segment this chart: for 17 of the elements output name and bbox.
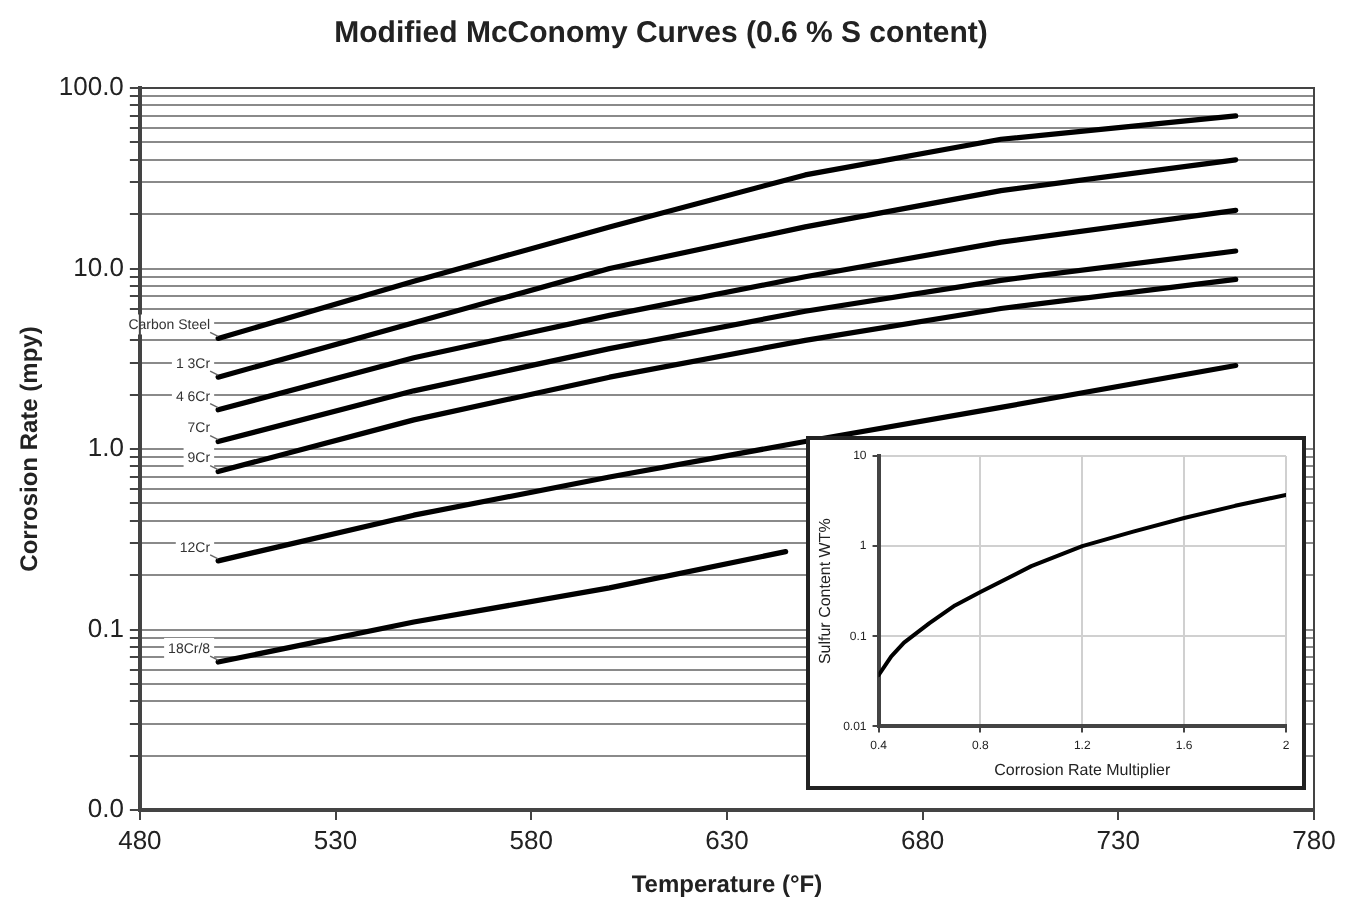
x-tick-label: 630 [705,824,749,855]
x-tick-label: 780 [1292,824,1336,855]
y-tick-label: 0.1 [87,612,124,643]
y-axis-title: Sulfur Content WT% [816,518,835,665]
x-tick-label: 730 [1096,824,1141,855]
x-axis-title: Temperature (°F) [631,870,823,899]
x-tick-label: 480 [118,824,162,855]
y-tick-label: 0.0 [87,793,124,824]
y-tick-label: 1.0 [87,432,124,463]
x-tick-label: 530 [313,824,358,855]
y-tick-label: 100.0 [58,71,124,102]
x-tick-label: 580 [509,824,553,855]
x-axis-title: Corrosion Rate Multiplier [994,760,1171,779]
chart-title: Modified McConomy Curves (0.6 % S content) [334,16,988,51]
y-axis-title: Corrosion Rate (mpy) [15,326,44,572]
y-tick-label: 10.0 [73,251,124,282]
x-tick-label: 680 [900,824,945,855]
